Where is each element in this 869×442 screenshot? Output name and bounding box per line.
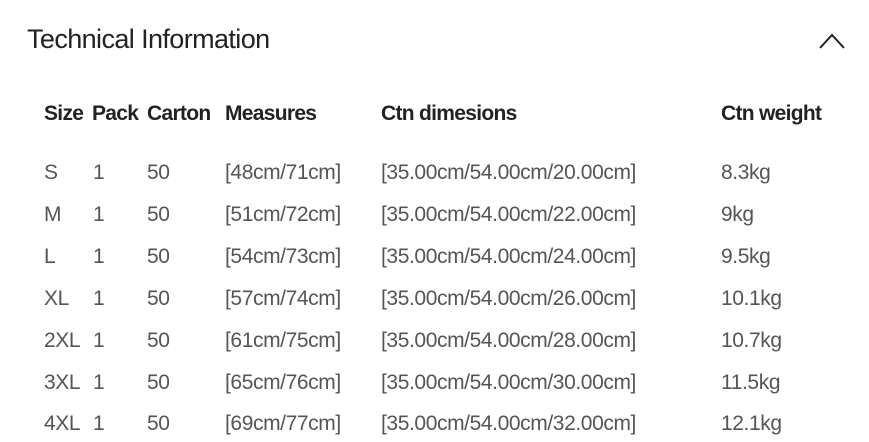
cell-size: 4XL [44, 412, 81, 436]
chevron-up-icon [819, 33, 845, 49]
cell-size: S [44, 161, 58, 184]
cell-ctn-dimensions: [35.00cm/54.00cm/22.00cm] [381, 202, 636, 226]
header-ctn-dimensions: Ctn dimesions [381, 102, 517, 125]
cell-carton: 50 [147, 370, 170, 394]
cell-pack: 1 [93, 412, 105, 436]
header-measures: Measures [225, 102, 317, 125]
cell-ctn-weight: 12.1kg [721, 412, 782, 436]
cell-measures: [51cm/72cm] [225, 202, 341, 226]
cell-carton: 50 [147, 328, 170, 352]
table-row: 4XL 1 50 [69cm/77cm] [35.00cm/54.00cm/32.00c… [0, 412, 869, 442]
cell-size: 3XL [44, 370, 81, 394]
cell-ctn-dimensions: [35.00cm/54.00cm/30.00cm] [381, 370, 636, 394]
table-row: 2XL 1 50 [61cm/75cm] [35.00cm/54.00cm/28.00c… [0, 329, 869, 359]
cell-size: M [44, 202, 62, 226]
cell-carton: 50 [147, 202, 170, 226]
cell-measures: [61cm/75cm] [225, 328, 341, 352]
cell-pack: 1 [93, 244, 105, 268]
cell-ctn-weight: 9.5kg [721, 244, 771, 268]
cell-ctn-weight: 11.5kg [721, 370, 781, 394]
table-row: XL 1 50 [57cm/74cm] [35.00cm/54.00cm/26.00cm… [0, 287, 869, 317]
cell-pack: 1 [93, 370, 105, 394]
cell-pack: 1 [93, 202, 105, 226]
header-ctn-weight: Ctn weight [721, 102, 822, 125]
cell-pack: 1 [93, 286, 105, 310]
cell-pack: 1 [93, 161, 105, 184]
cell-pack: 1 [93, 328, 105, 352]
cell-ctn-dimensions: [35.00cm/54.00cm/26.00cm] [381, 286, 636, 310]
cell-carton: 50 [147, 286, 170, 310]
cell-carton: 50 [147, 244, 170, 268]
section-title: Technical Information [27, 24, 270, 54]
header-carton: Carton [147, 102, 211, 125]
cell-size: 2XL [44, 328, 81, 352]
cell-ctn-dimensions: [35.00cm/54.00cm/20.00cm] [381, 161, 636, 184]
cell-carton: 50 [147, 161, 170, 184]
cell-measures: [69cm/77cm] [225, 412, 341, 436]
collapse-toggle-button[interactable] [815, 28, 849, 54]
table-row: L 1 50 [54cm/73cm] [35.00cm/54.00cm/24.00cm]… [0, 245, 869, 275]
cell-size: L [44, 244, 56, 268]
cell-ctn-dimensions: [35.00cm/54.00cm/32.00cm] [381, 412, 636, 436]
table-row: S 1 50 [48cm/71cm] [35.00cm/54.00cm/20.00cm]… [0, 161, 869, 191]
cell-measures: [54cm/73cm] [225, 244, 341, 268]
table-header: Size Pack Carton Measures Ctn dimesions … [0, 102, 869, 132]
cell-carton: 50 [147, 412, 170, 436]
cell-ctn-dimensions: [35.00cm/54.00cm/24.00cm] [381, 244, 636, 268]
table-row: 3XL 1 50 [65cm/76cm] [35.00cm/54.00cm/30.00c… [0, 371, 869, 401]
table-row: M 1 50 [51cm/72cm] [35.00cm/54.00cm/22.00cm]… [0, 203, 869, 233]
cell-ctn-weight: 8.3kg [721, 161, 771, 184]
header-pack: Pack [92, 102, 139, 125]
cell-ctn-weight: 9kg [721, 202, 754, 226]
header-size: Size [44, 102, 84, 125]
cell-ctn-weight: 10.1kg [721, 286, 782, 310]
cell-size: XL [44, 286, 69, 310]
cell-ctn-weight: 10.7kg [721, 328, 782, 352]
cell-measures: [48cm/71cm] [225, 161, 341, 184]
cell-measures: [57cm/74cm] [225, 286, 341, 310]
cell-measures: [65cm/76cm] [225, 370, 341, 394]
cell-ctn-dimensions: [35.00cm/54.00cm/28.00cm] [381, 328, 636, 352]
